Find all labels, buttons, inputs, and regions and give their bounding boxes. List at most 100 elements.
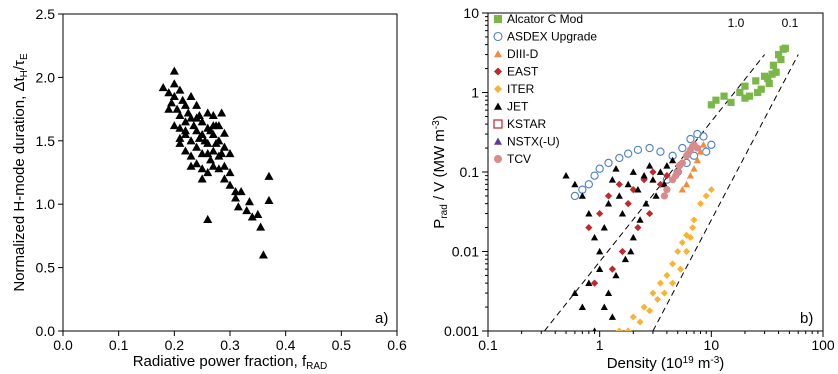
data-point <box>164 88 174 97</box>
data-point <box>696 148 705 155</box>
y-axis-label: Normalized H-mode duration, ΔtH/τE <box>11 53 30 292</box>
legend-marker <box>494 50 502 58</box>
data-point <box>697 200 705 208</box>
y-axis-label-part: /τ <box>11 60 28 70</box>
data-point <box>672 172 680 180</box>
data-point <box>764 74 772 83</box>
x-tick-label: 0.1 <box>109 337 129 353</box>
data-point <box>645 209 654 218</box>
data-point <box>678 143 687 153</box>
data-point <box>236 187 246 196</box>
data-point <box>219 174 229 183</box>
reference-line-label: 0.1 <box>782 16 799 30</box>
data-point <box>172 104 182 113</box>
data-point <box>203 108 213 117</box>
legend-label: EAST <box>507 65 539 79</box>
data-point <box>754 88 762 97</box>
data-point <box>197 117 207 126</box>
data-point <box>669 156 677 164</box>
data-point <box>712 96 720 104</box>
x-axis-label-part: m <box>694 355 711 372</box>
data-point <box>642 200 650 207</box>
y-axis-label-subscript: E <box>19 53 30 60</box>
x-axis-label-part: ) <box>719 355 724 372</box>
data-point <box>769 61 778 69</box>
data-point <box>624 149 633 158</box>
data-point <box>595 164 604 173</box>
data-point <box>585 223 593 232</box>
data-point <box>604 289 613 296</box>
data-point <box>636 318 644 326</box>
data-point <box>167 98 177 107</box>
data-point <box>781 44 789 52</box>
data-point <box>570 191 580 201</box>
data-point <box>752 77 760 85</box>
data-point <box>596 265 604 273</box>
plot-area-b <box>544 44 799 331</box>
data-point <box>689 142 697 150</box>
data-point <box>600 223 608 231</box>
data-point <box>682 180 691 188</box>
y-tick-label: 1 <box>471 85 479 101</box>
data-point <box>219 128 229 137</box>
data-point <box>180 146 190 155</box>
data-point <box>720 92 728 100</box>
x-tick-label: 100 <box>811 337 835 353</box>
data-point <box>203 138 213 147</box>
x-tick-label: 0.5 <box>332 337 352 353</box>
data-point <box>578 192 586 199</box>
y-axis-label-part: / V (MW m <box>431 129 448 204</box>
data-point <box>772 68 780 76</box>
legend-marker <box>493 31 503 42</box>
data-point <box>590 233 599 241</box>
data-point <box>686 172 695 179</box>
data-point <box>169 121 179 130</box>
data-point <box>645 162 654 169</box>
x-tick-label: 0.4 <box>276 337 296 353</box>
data-point <box>690 165 698 172</box>
data-point <box>627 247 635 255</box>
data-point <box>686 134 695 144</box>
data-point <box>585 279 593 287</box>
data-point <box>571 289 579 296</box>
data-point <box>175 138 185 147</box>
data-point <box>707 101 715 109</box>
legend-label: NSTX(-U) <box>507 135 560 149</box>
data-point <box>186 151 196 160</box>
data-point <box>612 271 620 279</box>
data-point <box>678 238 686 246</box>
data-point <box>618 247 627 256</box>
data-point <box>633 145 643 154</box>
panel-label-b: b) <box>800 310 813 327</box>
data-point <box>604 158 613 168</box>
data-point <box>258 250 268 259</box>
data-point <box>596 247 604 255</box>
data-point <box>604 192 613 200</box>
data-point <box>169 79 179 88</box>
x-axis-label-subscript: RAD <box>306 361 327 372</box>
data-point <box>645 143 654 153</box>
data-point <box>217 108 227 117</box>
legend-marker <box>494 102 502 110</box>
data-point <box>689 224 697 232</box>
data-point <box>669 279 677 287</box>
y-axis-label-part: rad <box>439 204 450 218</box>
data-point <box>206 155 216 164</box>
y-tick-label: 0.5 <box>36 260 56 276</box>
x-axis-label-part: -3 <box>710 355 719 366</box>
data-point <box>158 83 168 92</box>
data-point <box>192 113 202 122</box>
data-point <box>231 193 241 202</box>
y-tick-label: 0.001 <box>444 323 479 339</box>
data-point <box>677 265 685 273</box>
data-point <box>571 180 579 188</box>
legend-marker <box>494 137 502 145</box>
y-tick-label: 0.1 <box>460 164 480 180</box>
data-point <box>264 171 274 180</box>
data-point <box>615 180 623 188</box>
data-point <box>660 289 668 297</box>
legend-marker <box>494 67 502 76</box>
data-point <box>741 94 749 102</box>
reference-line <box>652 54 799 331</box>
